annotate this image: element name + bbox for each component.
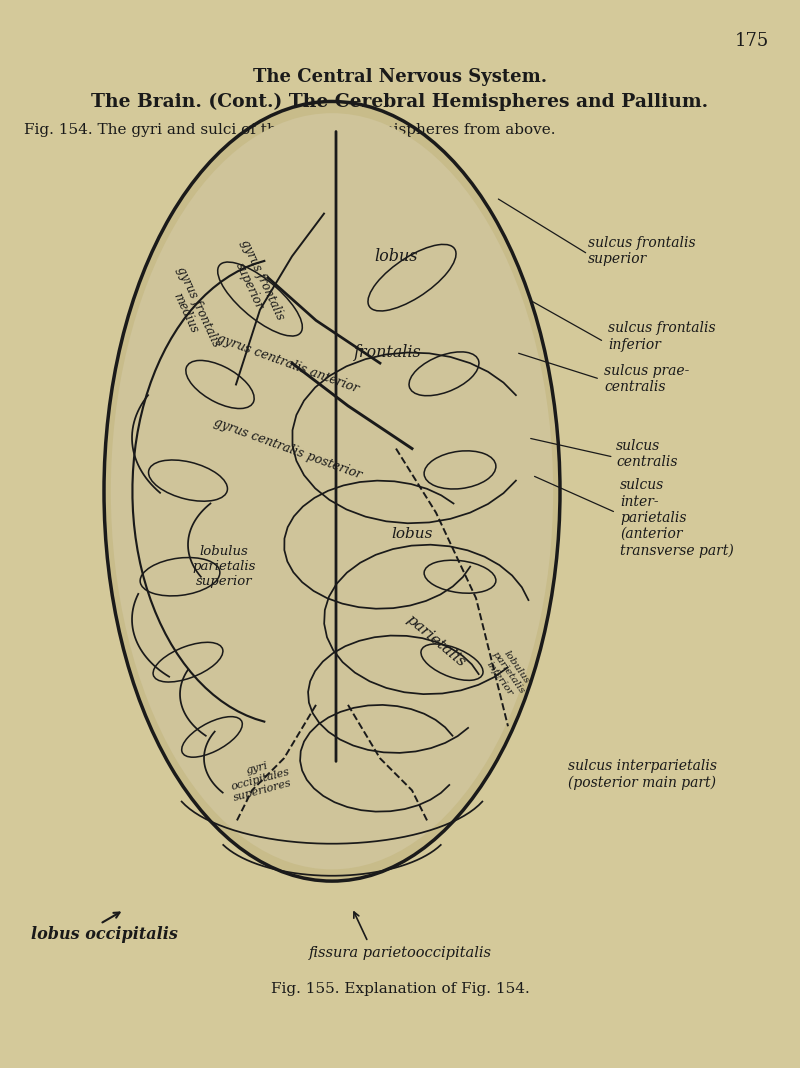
- Text: lobus: lobus: [374, 248, 418, 265]
- Text: sulcus
centralis: sulcus centralis: [616, 439, 678, 469]
- Ellipse shape: [104, 101, 560, 881]
- Text: 175: 175: [735, 32, 769, 49]
- Text: sulcus prae-
centralis: sulcus prae- centralis: [604, 364, 690, 394]
- Text: fissura parietooccipitalis: fissura parietooccipitalis: [309, 945, 491, 960]
- Text: gyri
occipitales
superiores: gyri occipitales superiores: [226, 756, 294, 803]
- Text: lobulus
parietalis
superior: lobulus parietalis superior: [192, 545, 256, 587]
- Text: sulcus frontalis
superior: sulcus frontalis superior: [588, 236, 696, 266]
- Text: gyrus centralis posterior: gyrus centralis posterior: [212, 415, 364, 482]
- Text: Fig. 154. The gyri and sulci of the cerebral hemispheres from above.: Fig. 154. The gyri and sulci of the cere…: [24, 123, 555, 138]
- Text: lobulus
parietalis
inferior: lobulus parietalis inferior: [482, 644, 534, 702]
- Text: gyrus frontalis
superior: gyrus frontalis superior: [225, 237, 287, 329]
- Text: lobus occipitalis: lobus occipitalis: [30, 926, 178, 943]
- Text: The Brain. (Cont.) The Cerebral Hemispheres and Pallium.: The Brain. (Cont.) The Cerebral Hemisphe…: [91, 92, 709, 111]
- Text: sulcus interparietalis
(posterior main part): sulcus interparietalis (posterior main p…: [568, 759, 717, 789]
- Text: frontalis: frontalis: [354, 344, 422, 361]
- Text: gyrus centralis anterior: gyrus centralis anterior: [215, 331, 361, 395]
- Ellipse shape: [111, 113, 553, 869]
- Text: sulcus
inter-
parietalis
(anterior
transverse part): sulcus inter- parietalis (anterior trans…: [620, 478, 734, 557]
- Text: gyrus frontalis
medius: gyrus frontalis medius: [161, 264, 223, 356]
- Text: parietalis: parietalis: [403, 612, 469, 670]
- Text: Fig. 155. Explanation of Fig. 154.: Fig. 155. Explanation of Fig. 154.: [270, 981, 530, 996]
- Text: The Central Nervous System.: The Central Nervous System.: [253, 68, 547, 85]
- Text: sulcus frontalis
inferior: sulcus frontalis inferior: [608, 321, 716, 351]
- Text: lobus: lobus: [391, 527, 433, 541]
